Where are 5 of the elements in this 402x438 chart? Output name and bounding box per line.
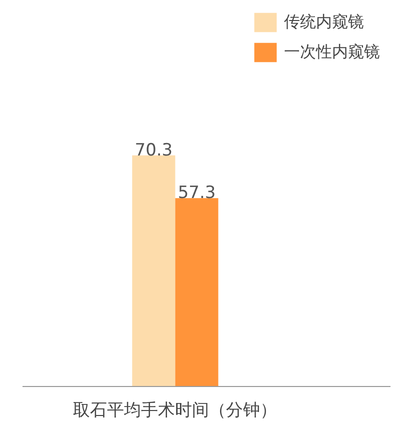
x-tick-label: 取石平均手术时间（分钟） <box>73 400 278 420</box>
legend-label: 传统内窥镜 <box>284 12 364 32</box>
data-label: 57.3 <box>178 183 216 204</box>
data-label: 70.3 <box>134 140 173 160</box>
legend-label: 一次性内窥镜 <box>284 42 380 62</box>
